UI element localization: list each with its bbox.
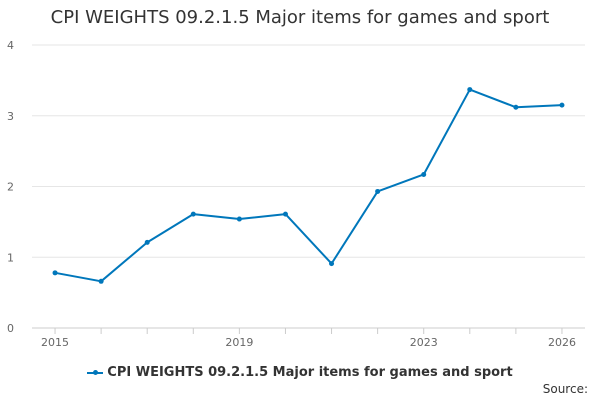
- data-point: [513, 104, 519, 110]
- data-point: [282, 211, 288, 217]
- data-point: [52, 270, 58, 276]
- x-tick-label: 2015: [41, 336, 69, 349]
- y-tick-label: 0: [7, 322, 14, 335]
- x-tick-label: 2023: [410, 336, 438, 349]
- legend-marker: [87, 368, 104, 378]
- data-point: [375, 188, 381, 194]
- data-point: [98, 278, 104, 284]
- data-point: [421, 171, 427, 177]
- data-point: [467, 87, 473, 93]
- y-tick-label: 2: [7, 181, 14, 194]
- data-point: [559, 102, 565, 108]
- data-point: [236, 216, 242, 222]
- y-tick-label: 4: [7, 39, 14, 52]
- data-point: [144, 239, 150, 245]
- x-tick-label: 2019: [225, 336, 253, 349]
- y-tick-label: 1: [7, 251, 14, 264]
- legend-label: CPI WEIGHTS 09.2.1.5 Major items for gam…: [107, 365, 513, 380]
- legend[interactable]: CPI WEIGHTS 09.2.1.5 Major items for gam…: [0, 365, 600, 380]
- source-label: Source:: [542, 382, 588, 396]
- series-line: [54, 88, 563, 283]
- x-tick-label: 2026: [548, 336, 576, 349]
- data-point: [329, 261, 335, 267]
- chart-title: CPI WEIGHTS 09.2.1.5 Major items for gam…: [50, 7, 550, 28]
- data-point: [190, 211, 196, 217]
- y-tick-label: 3: [7, 110, 14, 123]
